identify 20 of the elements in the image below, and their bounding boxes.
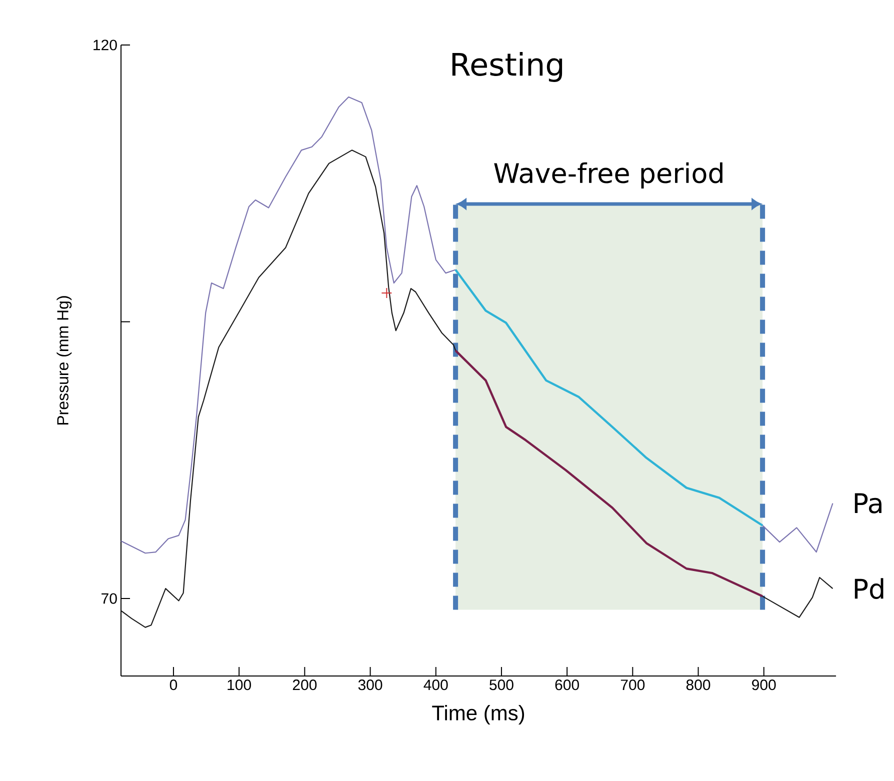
x-tick-label: 0 [170, 680, 178, 690]
y-axis-title: Pressure (mm Hg) [56, 296, 72, 425]
chart-title: Resting [452, 52, 562, 82]
x-tick-label: 900 [752, 680, 776, 690]
x-tick-label: 700 [620, 680, 645, 690]
y-tick-label: 120 [94, 40, 117, 50]
series-label: Pd [854, 578, 884, 599]
x-axis-title: Time (ms) [432, 704, 524, 725]
x-tick-label: 100 [228, 680, 251, 690]
x-tick-label: 800 [686, 680, 710, 690]
x-tick-label: 600 [555, 680, 579, 690]
band-label: Wave-free period [494, 162, 722, 188]
line-series [454, 349, 764, 598]
series-label: Pa [854, 493, 882, 514]
line-series [454, 268, 764, 527]
y-tick-label: 70 [102, 593, 117, 604]
x-tick-label: 400 [424, 680, 448, 690]
x-tick-label: 300 [358, 680, 382, 690]
x-tick-label: 500 [490, 680, 514, 690]
x-tick-label: 200 [292, 680, 317, 690]
